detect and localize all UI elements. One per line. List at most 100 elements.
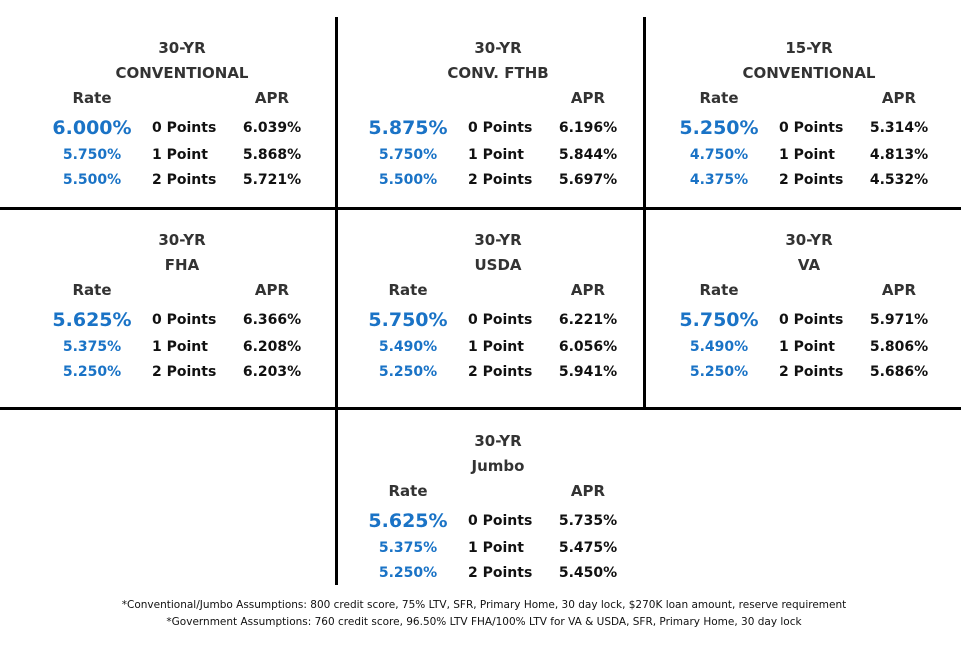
panel-term: 30-YR bbox=[474, 39, 522, 57]
apr-value: 5.686% bbox=[869, 364, 929, 380]
rate-row: 5.375% 1 Point 5.475% bbox=[353, 535, 643, 561]
points-value: 0 Points bbox=[152, 312, 217, 328]
rate-header: Rate bbox=[699, 89, 739, 107]
rate-value: 4.375% bbox=[689, 172, 749, 188]
panel-term: 30-YR bbox=[474, 432, 522, 450]
rate-row: 5.750% 1 Point 5.844% bbox=[353, 142, 643, 168]
points-value: 2 Points bbox=[152, 172, 217, 188]
apr-value: 5.721% bbox=[242, 172, 302, 188]
points-value: 2 Points bbox=[468, 565, 533, 581]
apr-value: 5.475% bbox=[558, 540, 618, 556]
rate-row: 4.375% 2 Points 4.532% bbox=[664, 167, 954, 193]
rate-row: 5.490% 1 Point 6.056% bbox=[353, 334, 643, 360]
rate-row: 6.000% 0 Points 6.039% bbox=[37, 115, 327, 141]
rate-panel-30yr-conventional: 30-YR CONVENTIONAL Rate APR 6.000% 0 Poi… bbox=[37, 36, 327, 216]
rate-value: 5.375% bbox=[378, 540, 438, 556]
apr-value: 6.196% bbox=[558, 120, 618, 136]
apr-header: APR bbox=[570, 482, 606, 500]
points-value: 0 Points bbox=[468, 513, 533, 529]
rate-row: 5.750% 1 Point 5.868% bbox=[37, 142, 327, 168]
apr-value: 4.532% bbox=[869, 172, 929, 188]
panel-product: FHA bbox=[164, 256, 200, 274]
apr-value: 6.366% bbox=[242, 312, 302, 328]
rate-value: 5.500% bbox=[62, 172, 122, 188]
rate-value: 6.000% bbox=[52, 117, 132, 139]
rate-row: 5.250% 2 Points 5.941% bbox=[353, 359, 643, 385]
rate-value: 5.750% bbox=[62, 147, 122, 163]
apr-header: APR bbox=[254, 281, 290, 299]
rate-row: 5.875% 0 Points 6.196% bbox=[353, 115, 643, 141]
apr-header: APR bbox=[254, 89, 290, 107]
rate-row: 5.625% 0 Points 6.366% bbox=[37, 307, 327, 333]
rate-row: 5.500% 2 Points 5.721% bbox=[37, 167, 327, 193]
rate-value: 5.875% bbox=[368, 117, 448, 139]
rate-value: 5.490% bbox=[689, 339, 749, 355]
grid-divider-horizontal-top bbox=[0, 207, 961, 210]
rate-header: Rate bbox=[72, 89, 112, 107]
panel-term: 30-YR bbox=[158, 231, 206, 249]
apr-value: 5.941% bbox=[558, 364, 618, 380]
rate-panel-30yr-fha: 30-YR FHA Rate APR 5.625% 0 Points 6.366… bbox=[37, 228, 327, 408]
rate-value: 4.750% bbox=[689, 147, 749, 163]
points-value: 2 Points bbox=[468, 172, 533, 188]
apr-value: 6.039% bbox=[242, 120, 302, 136]
rate-value: 5.250% bbox=[378, 364, 438, 380]
points-value: 1 Point bbox=[468, 147, 524, 163]
points-value: 2 Points bbox=[468, 364, 533, 380]
rate-panel-15yr-conventional: 15-YR CONVENTIONAL Rate APR 5.250% 0 Poi… bbox=[664, 36, 954, 216]
footnote-government-assumptions: *Government Assumptions: 760 credit scor… bbox=[166, 616, 802, 628]
apr-value: 5.450% bbox=[558, 565, 618, 581]
rate-value: 5.500% bbox=[378, 172, 438, 188]
rate-row: 5.250% 2 Points 5.686% bbox=[664, 359, 954, 385]
panel-product: Jumbo bbox=[471, 457, 525, 475]
points-value: 0 Points bbox=[779, 312, 844, 328]
rate-row: 5.250% 2 Points 6.203% bbox=[37, 359, 327, 385]
apr-value: 6.056% bbox=[558, 339, 618, 355]
panel-term: 30-YR bbox=[474, 231, 522, 249]
apr-value: 5.735% bbox=[558, 513, 618, 529]
panel-term: 30-YR bbox=[785, 231, 833, 249]
rate-panel-30yr-va: 30-YR VA Rate APR 5.750% 0 Points 5.971%… bbox=[664, 228, 954, 408]
apr-value: 5.971% bbox=[869, 312, 929, 328]
apr-value: 6.221% bbox=[558, 312, 618, 328]
apr-value: 6.203% bbox=[242, 364, 302, 380]
points-value: 1 Point bbox=[468, 540, 524, 556]
rate-row: 5.490% 1 Point 5.806% bbox=[664, 334, 954, 360]
apr-value: 6.208% bbox=[242, 339, 302, 355]
rate-value: 5.250% bbox=[378, 565, 438, 581]
rate-value: 5.375% bbox=[62, 339, 122, 355]
points-value: 2 Points bbox=[152, 364, 217, 380]
points-value: 0 Points bbox=[468, 120, 533, 136]
points-value: 1 Point bbox=[152, 147, 208, 163]
grid-divider-vertical-right bbox=[643, 17, 646, 409]
points-value: 0 Points bbox=[779, 120, 844, 136]
apr-header: APR bbox=[570, 281, 606, 299]
rate-header: Rate bbox=[699, 281, 739, 299]
apr-value: 5.806% bbox=[869, 339, 929, 355]
rate-value: 5.750% bbox=[679, 309, 759, 331]
rate-panel-30yr-conv-fthb: 30-YR CONV. FTHB APR 5.875% 0 Points 6.1… bbox=[353, 36, 643, 216]
points-value: 2 Points bbox=[779, 172, 844, 188]
apr-value: 5.868% bbox=[242, 147, 302, 163]
rate-panel-30yr-usda: 30-YR USDA Rate APR 5.750% 0 Points 6.22… bbox=[353, 228, 643, 408]
rate-row: 5.375% 1 Point 6.208% bbox=[37, 334, 327, 360]
rate-header: Rate bbox=[72, 281, 112, 299]
rate-row: 5.750% 0 Points 6.221% bbox=[353, 307, 643, 333]
apr-header: APR bbox=[881, 89, 917, 107]
grid-divider-horizontal-bottom bbox=[0, 407, 961, 410]
rate-value: 5.750% bbox=[378, 147, 438, 163]
rate-header: Rate bbox=[388, 482, 428, 500]
rate-row: 5.500% 2 Points 5.697% bbox=[353, 167, 643, 193]
rate-panel-30yr-jumbo: 30-YR Jumbo Rate APR 5.625% 0 Points 5.7… bbox=[353, 429, 643, 609]
panel-product: CONVENTIONAL bbox=[742, 64, 876, 82]
panel-product: CONV. FTHB bbox=[447, 64, 549, 82]
points-value: 2 Points bbox=[779, 364, 844, 380]
panel-term: 30-YR bbox=[158, 39, 206, 57]
rate-row: 5.250% 2 Points 5.450% bbox=[353, 560, 643, 586]
points-value: 1 Point bbox=[779, 147, 835, 163]
footnote-conventional-assumptions: *Conventional/Jumbo Assumptions: 800 cre… bbox=[121, 599, 847, 611]
points-value: 0 Points bbox=[152, 120, 217, 136]
rate-row: 5.750% 0 Points 5.971% bbox=[664, 307, 954, 333]
rate-value: 5.625% bbox=[52, 309, 132, 331]
apr-value: 4.813% bbox=[869, 147, 929, 163]
